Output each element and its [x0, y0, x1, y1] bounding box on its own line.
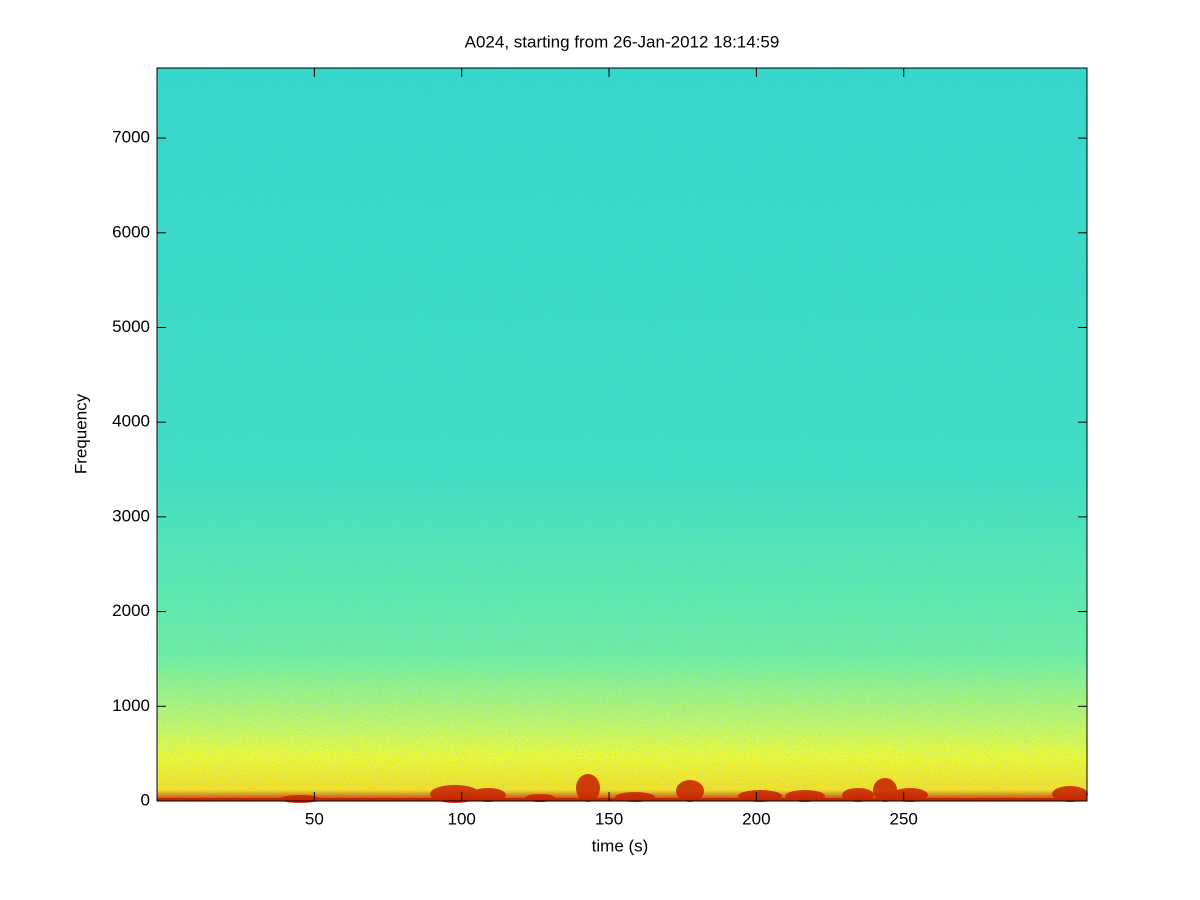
x-tick-label: 50	[305, 809, 324, 828]
y-axis-label: Frequency	[71, 393, 90, 474]
y-tick-label: 2000	[112, 601, 150, 620]
x-tick-label: 250	[890, 809, 918, 828]
spectrogram-image	[157, 68, 1088, 803]
y-tick-label: 1000	[112, 696, 150, 715]
y-tick-label: 3000	[112, 506, 150, 525]
x-tick-label: 150	[595, 809, 623, 828]
y-tick-label: 6000	[112, 222, 150, 241]
y-tick-label: 5000	[112, 317, 150, 336]
y-tick-label: 0	[141, 790, 150, 809]
y-tick-label: 4000	[112, 412, 150, 431]
chart-title: A024, starting from 26-Jan-2012 18:14:59	[465, 32, 780, 51]
plot-frame	[156, 67, 1088, 802]
y-tick-label: 7000	[112, 128, 150, 147]
x-tick-label: 100	[448, 809, 476, 828]
x-tick-label: 200	[742, 809, 770, 828]
x-axis-label: time (s)	[592, 836, 649, 855]
